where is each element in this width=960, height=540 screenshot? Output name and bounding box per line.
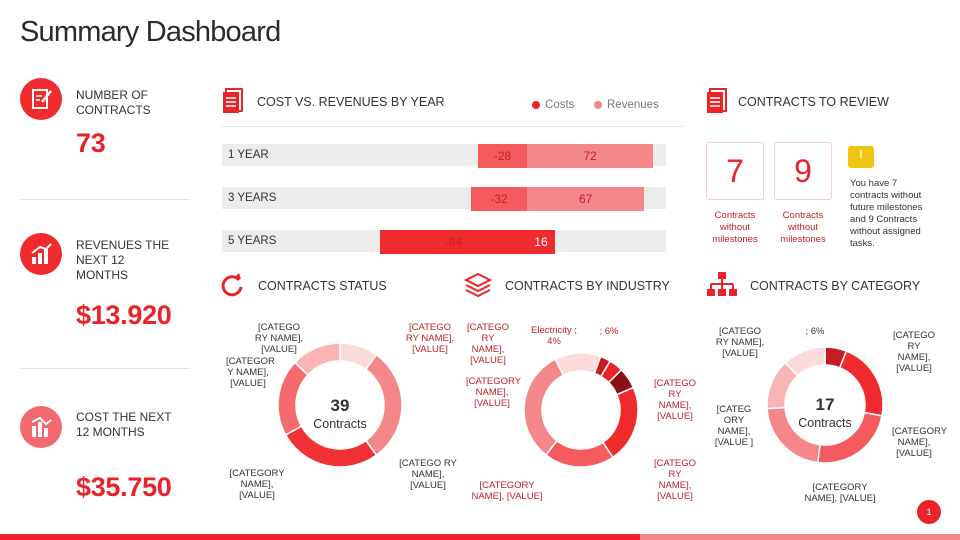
review-box-tasks: 9 xyxy=(774,142,832,200)
contracts-industry-donut xyxy=(523,352,639,468)
document-icon xyxy=(707,88,727,113)
legend-revenues-label: Revenues xyxy=(607,98,659,111)
contracts-industry-title: CONTRACTS BY INDUSTRY xyxy=(505,279,670,293)
industry-label-6: [CATEGORY NAME], [VALUE] xyxy=(471,480,543,502)
contracts-category-donut xyxy=(766,346,884,464)
category-label-6: [CATEGORY NAME], [VALUE] xyxy=(804,482,876,504)
bar-cost-label: -84 xyxy=(444,235,463,249)
category-label-2: [CATEGO RY NAME], [VALUE] xyxy=(715,326,765,359)
bar-revenue xyxy=(527,230,555,254)
status-center-value: 39 xyxy=(330,396,350,415)
legend-costs-label: Costs xyxy=(545,98,575,111)
legend-costs: Costs xyxy=(532,96,574,114)
donut-slice xyxy=(554,352,602,377)
review-caption-tasks: Contracts without milestones xyxy=(780,210,826,245)
kpi-cost-value: $35.750 xyxy=(76,472,172,502)
industry-label-5: [CATEGO RY NAME], [VALUE] xyxy=(654,458,697,502)
review-box-milestones: 7 xyxy=(706,142,764,200)
review-count-tasks: 9 xyxy=(794,153,812,189)
status-label-3: [CATEGO RY NAME], [VALUE] xyxy=(399,458,457,491)
cost-revenue-title: COST VS. REVENUES BY YEAR xyxy=(257,95,445,109)
donut-slice xyxy=(601,386,639,459)
page-number: 1 xyxy=(917,500,941,524)
bar-revenue-label: 72 xyxy=(583,149,597,163)
contract-icon xyxy=(20,78,62,120)
cost-chart-icon xyxy=(20,406,62,448)
contracts-category-title: CONTRACTS BY CATEGORY xyxy=(750,279,921,293)
kpi-divider xyxy=(20,368,190,369)
status-label-2: [CATEGO RY NAME], [VALUE] xyxy=(405,322,455,355)
revenue-chart-icon xyxy=(20,233,62,275)
industry-label-2: Electricity ; 4% xyxy=(531,325,577,347)
industry-label-3: ; 6% xyxy=(599,326,619,337)
bar-revenue-label: 67 xyxy=(578,192,593,206)
status-label-1: [CATEGO RY NAME], [VALUE] xyxy=(254,322,304,355)
section-divider xyxy=(222,126,684,127)
bar-revenue xyxy=(527,144,653,168)
donut-slice xyxy=(523,358,565,456)
bar-cost-label: -28 xyxy=(493,149,512,163)
warning-glyph: ! xyxy=(859,149,863,161)
legend-revenues-swatch xyxy=(594,100,602,109)
footer-bar-primary xyxy=(0,534,640,540)
bar-cost xyxy=(380,230,527,254)
review-count-milestones: 7 xyxy=(726,153,744,189)
donut-slice xyxy=(293,342,341,376)
bar-revenue-label: 16 xyxy=(534,235,548,249)
category-label-1: ; 6% xyxy=(805,326,825,337)
donut-slice xyxy=(544,439,614,468)
kpi-divider xyxy=(20,199,190,200)
status-center-label: Contracts xyxy=(313,417,367,431)
kpi-cost-label: COST THE NEXT 12 MONTHS xyxy=(76,410,172,439)
kpi-contracts-label: NUMBER OF CONTRACTS xyxy=(76,88,151,117)
contracts-status-title: CONTRACTS STATUS xyxy=(258,279,387,293)
document-icon xyxy=(223,88,243,113)
review-caption-milestones: Contracts without milestones xyxy=(712,210,758,245)
contracts-review-title: CONTRACTS TO REVIEW xyxy=(738,95,889,109)
footer-bar-secondary xyxy=(640,534,960,540)
legend-revenues: Revenues xyxy=(594,96,659,114)
warning-icon: ! xyxy=(846,144,876,170)
review-note: You have 7 contracts without future mile… xyxy=(850,178,923,249)
industry-label-7: [CATEGORY NAME], [VALUE] xyxy=(466,376,522,409)
hierarchy-icon xyxy=(707,272,737,296)
bar-cost-label: -32 xyxy=(490,192,508,206)
category-label-5: [CATEG ORY NAME], [VALUE ] xyxy=(714,404,754,448)
status-label-4: [CATEGORY NAME], [VALUE] xyxy=(229,468,285,501)
bar-category-label: 5 YEARS xyxy=(228,235,277,247)
bar-cost xyxy=(478,144,527,168)
kpi-revenues-label: REVENUES THE NEXT 12 MONTHS xyxy=(76,238,170,282)
donut-slice xyxy=(784,346,826,377)
bar-category-label: 3 YEARS xyxy=(228,192,277,204)
status-label-5: [CATEGOR Y NAME], [VALUE] xyxy=(226,356,275,389)
contracts-status-donut xyxy=(277,342,403,468)
category-label-4: [CATEGORY NAME], [VALUE] xyxy=(892,426,948,459)
category-center-value: 17 xyxy=(815,395,835,414)
refresh-icon xyxy=(221,273,243,297)
page-title: Summary Dashboard xyxy=(20,16,281,48)
industry-label-4: [CATEGO RY NAME], [VALUE] xyxy=(654,378,697,422)
donut-slice xyxy=(284,425,378,468)
layers-icon xyxy=(463,272,493,298)
kpi-contracts-value: 73 xyxy=(76,128,106,158)
legend-costs-swatch xyxy=(532,100,540,109)
category-label-3: [CATEGO RY NAME], [VALUE] xyxy=(892,330,936,374)
industry-label-1: [CATEGO RY NAME], [VALUE] xyxy=(466,322,510,366)
category-center-label: Contracts xyxy=(798,416,852,430)
bar-category-label: 1 YEAR xyxy=(228,149,269,161)
cost-revenue-chart: 1 YEAR -28 72 3 YEARS -32 67 5 YEARS -84 16 xyxy=(222,142,682,254)
kpi-revenues-value: $13.920 xyxy=(76,300,172,330)
bar-cost xyxy=(471,187,527,211)
bar-revenue xyxy=(527,187,645,211)
donut-slice xyxy=(364,353,403,457)
